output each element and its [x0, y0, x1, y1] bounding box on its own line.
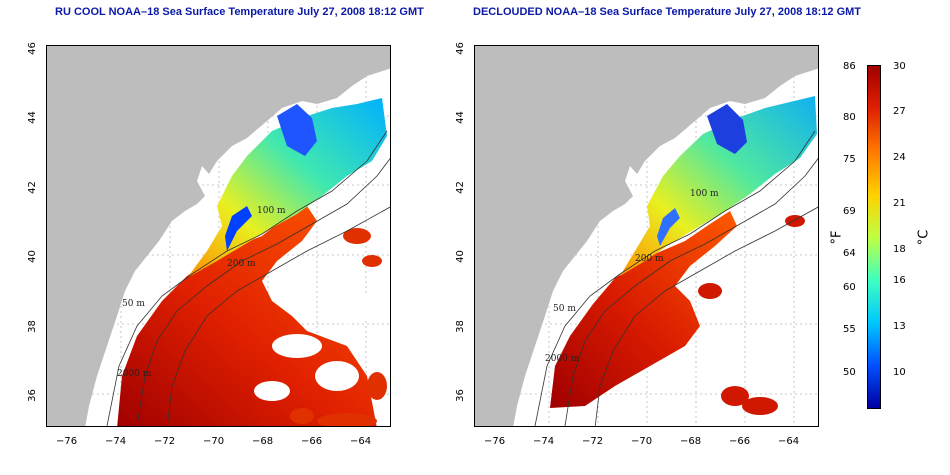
- right-lat-tick: 38: [454, 320, 466, 333]
- temperature-colorbar: [867, 65, 881, 409]
- right-lon-tick: −76: [484, 436, 506, 447]
- left-lat-tick: 46: [26, 42, 38, 55]
- right-maine-cold: [707, 104, 747, 154]
- left-cold-pool: [225, 206, 252, 251]
- left-cloud-holes: [254, 288, 372, 401]
- left-isobath-2000m: 2000 m: [117, 369, 152, 379]
- left-lat-tick: 40: [26, 250, 38, 263]
- celsius-tick: 24: [893, 152, 906, 163]
- fahrenheit-unit-label: °F: [829, 230, 845, 245]
- right-lat-tick: 42: [454, 181, 466, 194]
- left-lat-tick: 38: [26, 320, 38, 333]
- left-isobath-50m: 50 m: [122, 299, 145, 309]
- celsius-tick: 27: [893, 106, 906, 117]
- right-isobath-50m: 50 m: [553, 304, 576, 314]
- right-lon-tick: −72: [582, 436, 604, 447]
- left-isobath-200m: 200 m: [227, 259, 256, 269]
- right-sst-map: 100 m 200 m 50 m 2000 m: [474, 45, 819, 427]
- left-lon-tick: −68: [252, 436, 274, 447]
- right-lat-tick: 40: [454, 250, 466, 263]
- left-shelf-water: [187, 98, 387, 278]
- right-shelf-water: [620, 96, 817, 276]
- right-lon-tick: −66: [729, 436, 751, 447]
- left-warm-water: [117, 206, 377, 426]
- fahrenheit-tick: 60: [843, 282, 856, 293]
- left-lon-tick: −72: [154, 436, 176, 447]
- left-lat-tick: 44: [26, 111, 38, 124]
- left-land: [47, 46, 390, 426]
- fahrenheit-tick: 86: [843, 61, 856, 72]
- left-map-canvas: 100 m 200 m 50 m 2000 m: [47, 46, 390, 426]
- celsius-tick: 21: [893, 198, 906, 209]
- celsius-tick: 16: [893, 275, 906, 286]
- left-lat-tick: 42: [26, 181, 38, 194]
- right-lon-tick: −70: [631, 436, 653, 447]
- celsius-tick: 30: [893, 61, 906, 72]
- left-sst-map: 100 m 200 m 50 m 2000 m: [46, 45, 391, 427]
- celsius-tick: 13: [893, 321, 906, 332]
- right-isobaths: [534, 130, 818, 426]
- fahrenheit-tick: 75: [843, 154, 856, 165]
- right-isobath-200m: 200 m: [635, 254, 664, 264]
- right-lon-tick: −64: [778, 436, 800, 447]
- celsius-tick: 10: [893, 367, 906, 378]
- right-cold-pool: [657, 208, 680, 246]
- right-isobath-2000m: 2000 m: [545, 354, 580, 364]
- left-warm-patches: [290, 228, 387, 426]
- right-warm-patches: [698, 215, 805, 415]
- left-isobath-100m: 100 m: [257, 206, 286, 216]
- right-isobath-100m: 100 m: [690, 189, 719, 199]
- right-land: [475, 46, 818, 426]
- left-maine-cold: [277, 104, 317, 156]
- right-map-canvas: 100 m 200 m 50 m 2000 m: [475, 46, 818, 426]
- right-lat-tick: 44: [454, 111, 466, 124]
- left-lon-tick: −74: [105, 436, 127, 447]
- celsius-unit-label: °C: [916, 229, 932, 246]
- right-panel-title: DECLOUDED NOAA–18 Sea Surface Temperatur…: [473, 6, 862, 18]
- left-isobaths: [106, 130, 390, 426]
- left-lon-tick: −76: [56, 436, 78, 447]
- fahrenheit-tick: 64: [843, 248, 856, 259]
- right-lon-tick: −68: [680, 436, 702, 447]
- right-lon-tick: −74: [533, 436, 555, 447]
- fahrenheit-tick: 80: [843, 112, 856, 123]
- right-warm-water: [550, 211, 737, 408]
- fahrenheit-tick: 50: [843, 367, 856, 378]
- celsius-tick: 18: [893, 244, 906, 255]
- left-lat-tick: 36: [26, 389, 38, 402]
- fahrenheit-tick: 69: [843, 206, 856, 217]
- fahrenheit-tick: 55: [843, 324, 856, 335]
- left-panel-title: RU COOL NOAA–18 Sea Surface Temperature …: [55, 6, 424, 18]
- left-lon-tick: −70: [203, 436, 225, 447]
- right-lat-tick: 46: [454, 42, 466, 55]
- left-lon-tick: −66: [301, 436, 323, 447]
- right-lat-tick: 36: [454, 389, 466, 402]
- left-lon-tick: −64: [350, 436, 372, 447]
